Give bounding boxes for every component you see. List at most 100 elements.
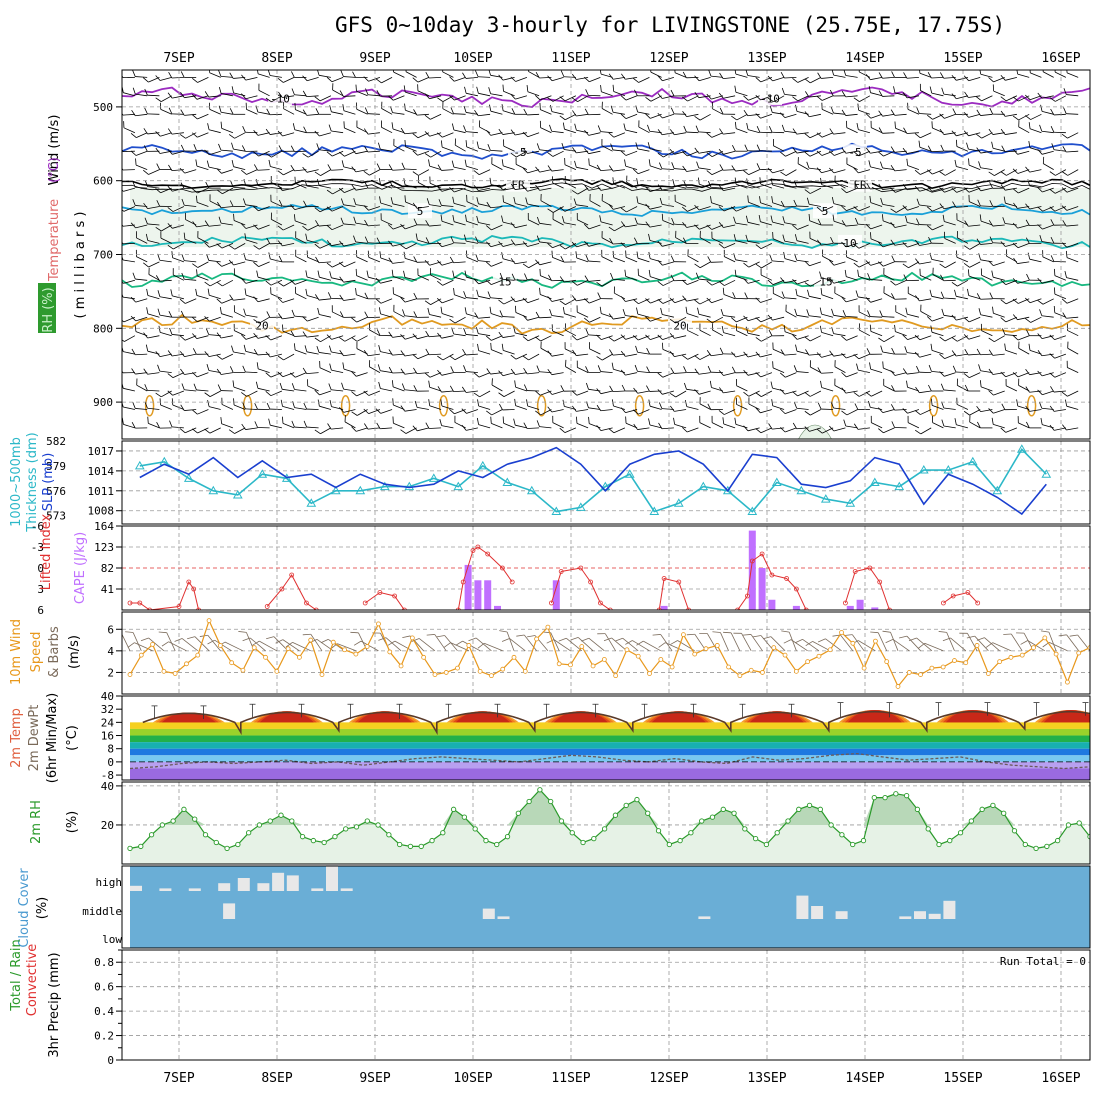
wind-barb <box>244 233 258 244</box>
wind-barb <box>608 204 625 210</box>
isotherm-label: 20 <box>673 320 686 333</box>
wind-barb <box>865 223 883 230</box>
bottom-day-label: 9SEP <box>359 1071 390 1086</box>
wind-barb <box>747 195 760 207</box>
wind-barb <box>1050 108 1066 116</box>
wind-barb <box>208 70 221 78</box>
wind-barb <box>417 84 430 97</box>
wind-barb <box>926 206 944 212</box>
wind-barb <box>682 222 699 228</box>
wind-barb <box>314 130 332 137</box>
wind-barb <box>132 87 148 97</box>
wind-barb <box>584 184 601 191</box>
isotherm-label: 5 <box>417 205 424 218</box>
wind-speed-point <box>217 643 223 648</box>
wind-barb <box>756 126 772 134</box>
cloud-bar <box>943 900 956 919</box>
wind-barb <box>1062 146 1079 153</box>
wind-speed-point <box>748 667 754 673</box>
wind-speed-point <box>251 645 257 651</box>
wind-barb <box>536 143 552 152</box>
cape-bar <box>484 580 492 610</box>
wind-barb <box>231 160 246 170</box>
wind-barb <box>253 150 270 157</box>
wind-speed-point <box>884 659 890 665</box>
wind-barb <box>218 70 233 78</box>
wind-barb <box>914 169 932 175</box>
wind-barb <box>535 259 552 266</box>
wind-barb <box>1025 237 1042 245</box>
wind-barb-10m <box>501 638 526 652</box>
wind-barb <box>870 120 883 134</box>
wind-barb <box>650 70 662 78</box>
rh2m-point <box>569 830 575 836</box>
rh-contour-70 <box>532 492 558 548</box>
wind-barb <box>356 120 368 134</box>
wind-barb <box>1025 203 1042 210</box>
wind10m-speed-label: Speed <box>29 632 44 673</box>
wind-barb <box>584 240 601 247</box>
wind-barb <box>486 201 503 209</box>
wind-barb <box>206 160 221 170</box>
wind-barb <box>816 206 834 212</box>
run-total-label: Run Total = 0 <box>1000 955 1086 968</box>
cape-label: CAPE (J/kg) <box>73 532 88 604</box>
wind-barb <box>1054 70 1067 78</box>
wind-barb <box>976 132 993 139</box>
wind-barb <box>804 111 821 118</box>
rh2m-point <box>1033 845 1039 852</box>
wind-barb <box>487 144 503 152</box>
wind-barb <box>205 181 221 189</box>
wind-barb <box>549 124 564 134</box>
wind-barb <box>853 167 871 174</box>
wind-barb <box>156 163 172 171</box>
cape-bar <box>748 530 756 610</box>
wind-barb <box>1039 124 1054 134</box>
wind-barb <box>277 77 295 83</box>
wind-barb <box>498 74 515 81</box>
bottom-day-label: 15SEP <box>943 1071 982 1086</box>
wind-barb <box>706 93 724 100</box>
wind-barb <box>1066 70 1079 78</box>
wind-barb <box>381 101 393 115</box>
wind-barb <box>155 75 172 81</box>
wind-barb <box>403 270 417 281</box>
wind-barb <box>841 205 858 211</box>
wind-barb <box>339 90 356 97</box>
wind-barb <box>547 206 564 213</box>
wind-speed-point <box>545 624 551 630</box>
temp2m-label: 2m Temp <box>9 708 24 768</box>
rh2m-point <box>882 794 888 801</box>
temp-tick-label: 0 <box>107 756 114 769</box>
wind-barb <box>731 165 748 172</box>
wind10m-panel: 6 4 2 10m Wind Speed & Barbs (m/s) <box>9 611 1091 695</box>
wind-barb <box>425 220 442 227</box>
wind-barb <box>730 206 748 212</box>
wind-barb <box>155 275 172 282</box>
wind-barb <box>645 221 662 228</box>
wind-speed-point <box>647 671 652 676</box>
wind-barb <box>122 186 136 192</box>
wind-barb <box>218 216 233 226</box>
wind-barb <box>780 200 797 208</box>
wind-barb <box>204 279 221 287</box>
wind-barb <box>782 216 797 226</box>
top-day-label: 8SEP <box>261 51 292 66</box>
rh2m-point <box>375 822 381 828</box>
wind-barb <box>645 186 662 192</box>
cloud-bar <box>811 906 824 919</box>
isotherm-label: 15 <box>498 275 511 288</box>
wind-barb <box>339 276 356 283</box>
wind-barb <box>870 232 883 244</box>
wind-barb <box>547 95 564 102</box>
wind-barb <box>767 167 785 174</box>
wind-barb-10m <box>942 637 967 652</box>
bottom-day-label: 14SEP <box>845 1071 884 1086</box>
rh2m-point <box>796 806 802 812</box>
wind-barb <box>400 127 417 135</box>
wind-barb <box>694 147 711 154</box>
wind-barb <box>513 196 527 207</box>
rh2m-point <box>666 841 672 848</box>
wind-barb <box>217 201 233 209</box>
rh2m-point <box>785 818 791 824</box>
